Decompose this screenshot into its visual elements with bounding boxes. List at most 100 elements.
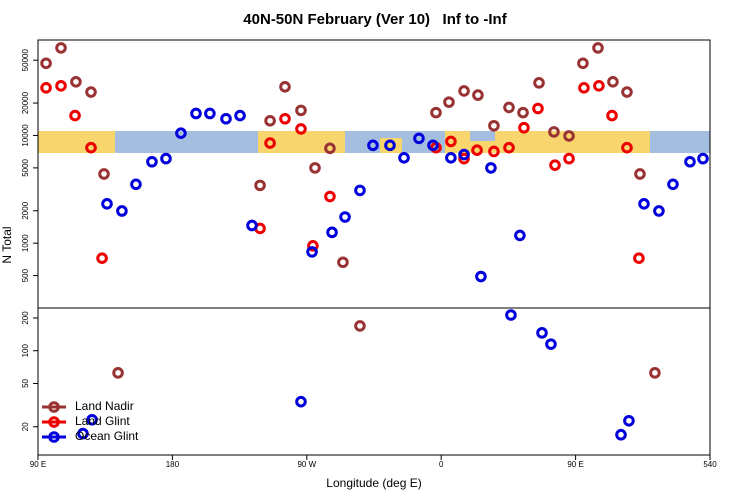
y-tick-label: 200 — [21, 311, 30, 325]
y-tick-label: 5000 — [21, 158, 30, 176]
point — [536, 327, 548, 339]
point — [279, 81, 291, 93]
point — [112, 367, 124, 379]
point — [458, 85, 470, 97]
point — [514, 229, 526, 242]
point — [445, 135, 457, 148]
point — [472, 89, 484, 101]
point — [458, 152, 470, 165]
legend-label: Ocean Glint — [75, 429, 139, 443]
legend-label: Land Nadir — [75, 399, 134, 413]
point — [160, 152, 172, 165]
point — [623, 414, 635, 427]
chart-title: 40N-50N February (Ver 10) Inf to -Inf — [243, 11, 507, 28]
point — [443, 96, 455, 108]
point — [130, 178, 142, 191]
point — [563, 130, 575, 142]
point — [101, 198, 113, 210]
y-tick-label: 10000 — [21, 124, 30, 147]
point — [517, 106, 529, 119]
point — [337, 256, 349, 269]
point — [295, 123, 307, 135]
point — [488, 145, 500, 158]
point — [488, 119, 500, 132]
point — [264, 114, 276, 127]
point — [175, 127, 187, 139]
point — [458, 148, 470, 161]
x-axis-label: Longitude (deg E) — [326, 476, 421, 490]
y-tick-label: 100 — [21, 344, 30, 358]
point — [533, 77, 545, 89]
y-tick-label: 50 — [21, 378, 30, 387]
point — [503, 141, 515, 154]
legend-marker — [48, 431, 60, 443]
x-tick-label: 90 W — [297, 460, 316, 469]
point — [638, 198, 650, 210]
point — [563, 152, 575, 165]
point — [55, 80, 67, 92]
y-axis-label: N Total — [0, 226, 14, 263]
y-tick-label: 2000 — [21, 201, 30, 219]
y-tick-label: 500 — [21, 268, 30, 282]
point — [532, 102, 544, 115]
point — [578, 82, 590, 94]
point — [40, 57, 52, 70]
x-tick-label: 540 — [703, 460, 717, 469]
point — [85, 141, 97, 154]
point — [98, 168, 110, 180]
point — [146, 155, 158, 168]
point — [430, 106, 442, 119]
point — [234, 109, 246, 122]
point — [398, 152, 410, 164]
point — [577, 57, 589, 70]
point — [295, 104, 307, 117]
x-tick-label: 90 E — [30, 460, 46, 469]
point — [55, 42, 67, 54]
point — [190, 107, 202, 120]
point — [77, 427, 89, 440]
point — [40, 82, 52, 94]
point — [485, 162, 497, 174]
point — [264, 137, 276, 149]
point — [633, 252, 645, 265]
point — [324, 142, 336, 155]
point — [427, 139, 439, 152]
legend-label: Land Glint — [75, 414, 130, 428]
point — [505, 309, 517, 321]
point — [85, 86, 97, 98]
point — [254, 179, 266, 192]
point — [339, 211, 351, 223]
point — [653, 205, 665, 217]
plot-frame — [37, 307, 711, 456]
x-tick-label: 90 E — [567, 460, 583, 469]
point — [220, 112, 232, 125]
point — [354, 184, 366, 197]
point — [204, 107, 216, 120]
point — [96, 252, 108, 265]
x-tick-label: 180 — [166, 460, 180, 469]
point — [593, 80, 605, 92]
x-tick-label: 0 — [439, 460, 444, 469]
point — [86, 413, 98, 426]
point — [697, 152, 709, 165]
point — [246, 219, 258, 232]
point — [307, 240, 319, 252]
point — [592, 42, 604, 54]
legend-marker — [48, 416, 60, 428]
point — [326, 226, 338, 239]
point — [606, 109, 618, 122]
point — [548, 126, 560, 138]
point — [309, 162, 321, 174]
point — [684, 155, 696, 168]
y-tick-label: 1000 — [21, 234, 30, 252]
point — [384, 139, 396, 152]
point — [621, 141, 633, 154]
point — [471, 144, 483, 156]
y-tick-label: 20 — [21, 422, 30, 431]
point — [549, 159, 561, 171]
point — [475, 270, 487, 283]
point — [607, 76, 619, 88]
point — [306, 246, 318, 258]
point — [279, 112, 291, 125]
point — [649, 367, 661, 379]
